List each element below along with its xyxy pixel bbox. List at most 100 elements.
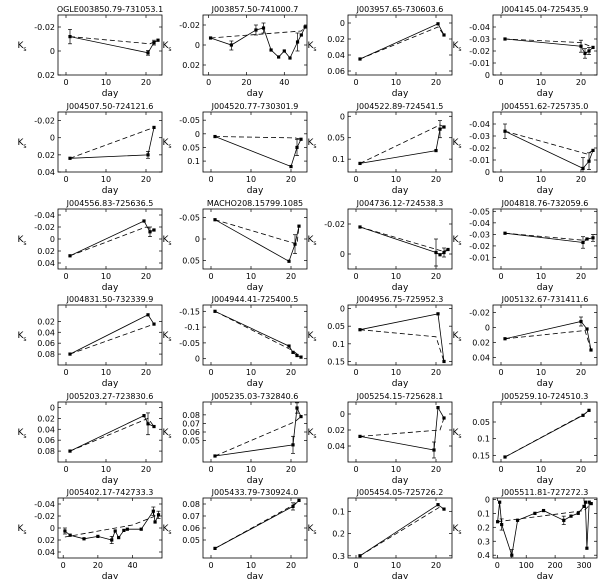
x-tick-label: 10	[536, 78, 546, 87]
data-point	[500, 522, 504, 527]
data-point	[125, 527, 129, 531]
y-tick-label: -0.02	[324, 220, 345, 229]
x-tick-label: 20	[141, 78, 151, 87]
x-tick-label: 0	[353, 175, 358, 184]
data-point	[146, 51, 150, 55]
panel-17: J005203.27-723830.6 0 10 20 0 0.02 0.04 0.06 0.0…	[17, 392, 163, 486]
y-tick-label: 0.06	[37, 339, 55, 348]
plot-frame	[492, 497, 598, 559]
x-tick-label: 20	[431, 272, 441, 281]
data-point	[581, 240, 585, 245]
data-point	[288, 56, 292, 60]
x-axis-label: day	[392, 572, 409, 579]
data-point	[503, 337, 507, 341]
x-tick-label: 0	[61, 561, 66, 570]
solid-series-line	[64, 510, 159, 541]
solid-series-line	[504, 409, 590, 458]
x-tick-label: 10	[536, 175, 546, 184]
x-axis-label: day	[537, 89, 554, 99]
solid-series-line	[214, 219, 300, 262]
y-axis-label-subscript: s	[313, 529, 316, 536]
data-point	[68, 35, 72, 39]
x-axis-label: day	[247, 476, 264, 486]
y-tick-label: 0.05	[182, 437, 200, 446]
y-axis-label-subscript: s	[168, 143, 171, 150]
x-tick-label: 0	[208, 465, 213, 474]
data-point	[153, 520, 157, 524]
x-tick-label: 40	[127, 561, 137, 570]
plot-frame	[202, 304, 308, 366]
data-area	[503, 408, 591, 459]
x-tick-label: 20	[576, 272, 586, 281]
y-axis-label-subscript: s	[458, 46, 461, 53]
y-tick-label: 0.02	[327, 426, 345, 435]
data-point	[585, 327, 589, 331]
y-axis-label: Ks	[307, 331, 316, 343]
x-axis-label: day	[537, 283, 554, 293]
panel-title: J005259.10-724510.3	[501, 392, 589, 401]
x-tick-label: 10	[536, 465, 546, 474]
x-axis-label: day	[102, 186, 119, 196]
y-axis-label: Ks	[307, 41, 316, 53]
y-tick-label: 0.02	[37, 151, 55, 160]
x-tick-label: 20	[431, 78, 441, 87]
x-tick-label: 0	[206, 78, 211, 87]
x-tick-label: 10	[101, 272, 111, 281]
x-tick-label: 10	[246, 465, 256, 474]
x-tick-label: 0	[353, 272, 358, 281]
data-point	[152, 125, 156, 130]
x-tick-label: 0	[353, 78, 358, 87]
data-point	[208, 36, 213, 40]
y-tick-label: -0.02	[469, 309, 490, 318]
x-tick-label: 200	[547, 561, 562, 570]
x-tick-label: 20	[141, 272, 151, 281]
panel-title: J004556.83-725636.5	[66, 199, 154, 208]
y-tick-label: 0.4	[477, 551, 490, 560]
panel-title: J004831.50-732339.9	[66, 295, 154, 304]
y-axis-label-subscript: s	[458, 529, 461, 536]
data-point	[146, 422, 150, 426]
panel-1: OGLE003850.79-731053.1 0 10 20 0.02 0 -0.02 day…	[17, 5, 163, 99]
x-tick-label: 20	[431, 175, 441, 184]
dashed-series-line	[214, 136, 302, 140]
y-tick-label: 0	[340, 19, 345, 28]
y-axis-label: Ks	[162, 41, 171, 53]
x-tick-label: 10	[391, 368, 401, 377]
panel-22: J005433.79-730924.0 0 10 20 0.05 0.06 0.07 0.08…	[162, 488, 308, 579]
plot-frame	[492, 111, 598, 173]
y-tick-label: 0.1	[332, 340, 345, 349]
x-tick-label: 300	[576, 561, 591, 570]
panel-4: J004145.04-725435.9 0 10 20 -0.04 -0.03 -0.02 -…	[452, 5, 598, 99]
panel-title: J005132.67-731411.6	[501, 295, 589, 304]
y-tick-label: 0.02	[327, 35, 345, 44]
y-tick-label: 0.07	[182, 419, 200, 428]
solid-series-line	[69, 415, 155, 452]
x-tick-label: 20	[93, 561, 103, 570]
x-axis-label: day	[247, 283, 264, 293]
y-axis-label: Ks	[452, 428, 461, 440]
x-axis-label: day	[247, 572, 264, 579]
data-point	[587, 49, 591, 53]
y-tick-label: 0.06	[327, 67, 345, 76]
data-point	[277, 55, 281, 59]
x-tick-label: 10	[391, 465, 401, 474]
panel-5: J004507.50-724121.6 0 10 20 -0.02 0 0.02 0.04 da…	[17, 102, 163, 196]
panel-20: J005259.10-724510.3 0 10 20 0.05 0.1 0.15 day Ks	[452, 392, 598, 486]
y-tick-label: -0.05	[179, 339, 200, 348]
data-point	[287, 259, 291, 263]
y-axis-label: Ks	[452, 41, 461, 53]
x-axis-label: day	[392, 283, 409, 293]
panel-title: J004551.62-725735.0	[501, 102, 589, 111]
data-point	[152, 322, 156, 326]
dashed-series-line	[214, 219, 300, 245]
x-tick-label: 0	[498, 272, 503, 281]
x-axis-label: day	[537, 186, 554, 196]
data-point	[581, 413, 585, 417]
y-tick-label: 0	[50, 524, 55, 533]
solid-series-line	[69, 220, 155, 257]
x-tick-label: 0	[498, 368, 503, 377]
panel-9: J004556.83-725636.5 0 10 20 -0.04 -0.02 0 0.02 0…	[17, 199, 163, 293]
y-tick-label: 0	[50, 403, 55, 412]
data-point	[295, 40, 300, 44]
x-tick-label: 20	[286, 272, 296, 281]
